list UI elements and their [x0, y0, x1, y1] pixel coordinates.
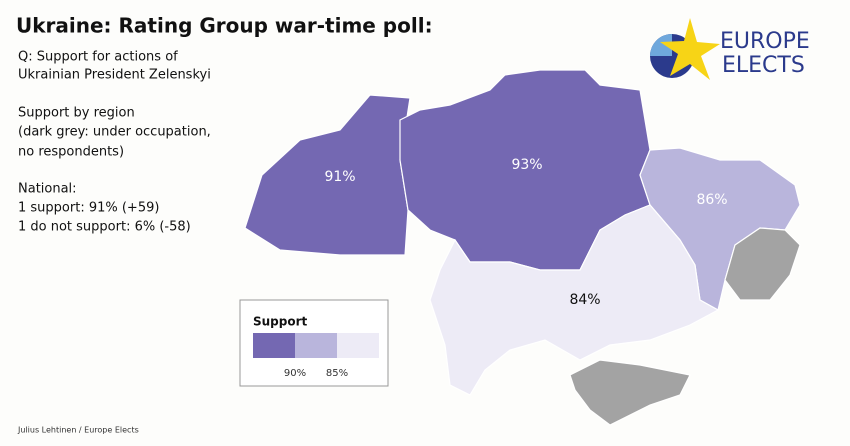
region-south: [429, 204, 720, 396]
legend-tick-label: 85%: [326, 368, 348, 379]
question: Ukrainian President Zelenskyi: [18, 68, 211, 83]
occupied-donbas: [724, 227, 801, 301]
region-label: 84%: [569, 292, 600, 308]
logo-slice: [650, 34, 672, 56]
legend-tick-label: 90%: [284, 368, 306, 379]
region-label: 86%: [696, 192, 727, 208]
occupied-crimea: [569, 359, 691, 426]
logo-text: EUROPE: [720, 29, 810, 54]
question: Q: Support for actions of: [18, 50, 178, 65]
legend-title: Support: [253, 315, 308, 329]
legend-swatch: [295, 333, 337, 358]
legend-swatch: [337, 333, 379, 358]
subtitle: (dark grey: under occupation,: [18, 125, 211, 140]
credit: Julius Lehtinen / Europe Elects: [17, 426, 139, 435]
subtitle: no respondents): [18, 145, 124, 160]
title: Ukraine: Rating Group war-time poll:: [16, 14, 433, 38]
national: 1 do not support: 6% (-58): [18, 220, 191, 235]
logo: EUROPE ELECTS: [650, 18, 810, 80]
logo-text: ELECTS: [722, 53, 805, 78]
legend-swatch: [253, 333, 295, 358]
subtitle: Support by region: [18, 106, 135, 121]
region-label: 93%: [511, 157, 542, 173]
national: 1 support: 91% (+59): [18, 201, 159, 216]
logo-star: [660, 18, 720, 80]
region-label: 91%: [324, 169, 355, 185]
national: National:: [18, 182, 77, 197]
